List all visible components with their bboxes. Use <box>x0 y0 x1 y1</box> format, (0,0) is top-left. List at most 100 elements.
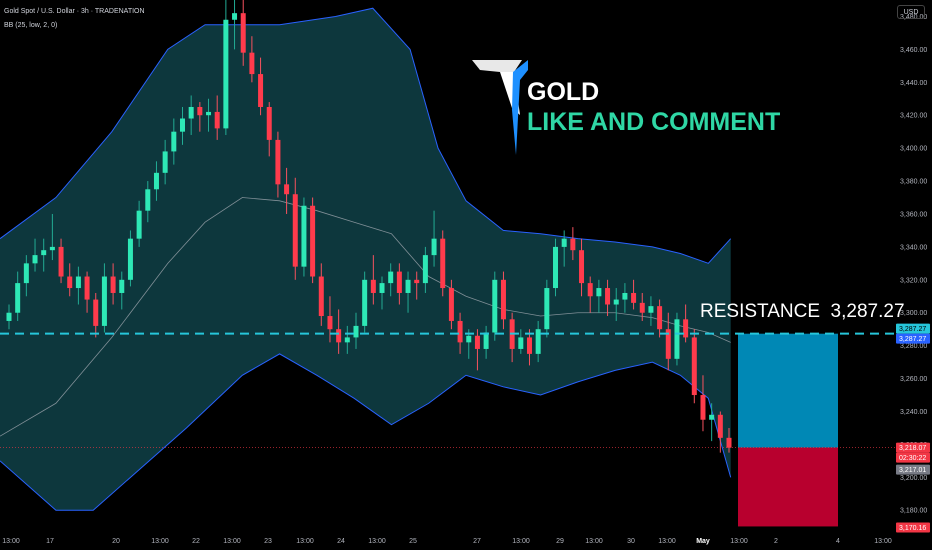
current-price-tag: 3,218.07 <box>899 445 926 452</box>
price-tick-label: 3,380.00 <box>900 179 927 186</box>
price-tick-label: 3,180.00 <box>900 508 927 515</box>
candle-body <box>353 325 359 338</box>
candle-body <box>318 276 324 317</box>
position-zones <box>0 332 895 527</box>
candle-body <box>258 74 264 107</box>
candle-body <box>127 238 133 280</box>
countdown-tag: 02:30:22 <box>899 455 926 462</box>
price-tick-label: 3,420.00 <box>900 113 927 120</box>
price-tick-label: 3,200.00 <box>900 475 927 482</box>
candle-body <box>223 19 229 129</box>
time-tick-label: 13:00 <box>730 538 748 545</box>
candle-body <box>171 131 177 152</box>
time-tick-label: 13:00 <box>2 538 20 545</box>
price-tick-label: 3,400.00 <box>900 146 927 153</box>
candle-body <box>613 299 619 305</box>
price-tick-label: 3,240.00 <box>900 409 927 416</box>
candle-body <box>414 279 420 284</box>
secondary-price-tag: 3,217.01 <box>899 467 926 474</box>
candle-body <box>648 306 654 313</box>
candle-body <box>700 395 706 420</box>
candle-body <box>726 437 732 448</box>
time-tick-label: 13:00 <box>368 538 386 545</box>
candle-body <box>266 106 272 140</box>
candle-body <box>665 329 671 359</box>
price-tick-label: 3,360.00 <box>900 211 927 218</box>
candle-body <box>561 238 567 247</box>
candle-body <box>197 106 203 116</box>
candle-body <box>587 283 593 297</box>
time-tick-label: 13:00 <box>874 538 892 545</box>
candle-body <box>327 316 333 330</box>
candle-body <box>49 246 55 251</box>
time-tick-label: 25 <box>409 538 417 545</box>
secondary-price-tag-bg <box>896 464 930 475</box>
time-tick-label: 4 <box>836 538 840 545</box>
candle-body <box>379 283 385 293</box>
bollinger-fill <box>0 8 731 511</box>
candle-body <box>101 276 107 326</box>
candle-body <box>119 279 125 293</box>
candle-body <box>110 276 116 293</box>
currency-button[interactable]: USD <box>897 5 925 19</box>
indicator-legend[interactable]: BB (25, low, 2, 0) <box>4 22 58 29</box>
candle-body <box>75 276 81 289</box>
price-tick-label: 3,480.00 <box>900 14 927 21</box>
candle-body <box>544 288 550 330</box>
candle-body <box>232 13 238 20</box>
candle-body <box>631 292 637 303</box>
candle-body <box>553 246 559 289</box>
candle-body <box>292 194 298 267</box>
candle-body <box>717 414 723 438</box>
target-zone <box>738 333 838 448</box>
candle-body <box>605 288 611 305</box>
candle-body <box>240 13 246 53</box>
time-tick-label: 22 <box>192 538 200 545</box>
candle-body <box>310 205 316 277</box>
candlesticks <box>6 0 732 453</box>
logo-shape-blue <box>512 60 528 155</box>
brand-logo-mark <box>472 60 528 155</box>
candle-body <box>440 238 446 289</box>
candle-body <box>483 332 489 349</box>
time-tick-label: 13:00 <box>658 538 676 545</box>
candle-body <box>214 111 220 129</box>
candle-body <box>526 337 532 354</box>
time-tick-label: 29 <box>556 538 564 545</box>
price-tick-label: 3,320.00 <box>900 277 927 284</box>
candle-body <box>431 238 437 256</box>
time-tick-label: 13:00 <box>296 538 314 545</box>
candle-body <box>466 335 472 343</box>
brand-subtitle: LIKE AND COMMENT <box>527 108 781 136</box>
candle-body <box>275 139 281 185</box>
candle-body <box>657 306 663 330</box>
candle-body <box>518 337 524 349</box>
stop-price-tag: 3,170.16 <box>899 525 926 532</box>
candle-body <box>41 250 47 256</box>
candle-body <box>145 189 151 211</box>
time-tick-label: 20 <box>112 538 120 545</box>
candle-body <box>206 111 212 116</box>
price-tick-label: 3,280.00 <box>900 343 927 350</box>
time-tick-label: 13:00 <box>223 538 241 545</box>
current-price-tag-bg <box>896 442 930 453</box>
candle-body <box>639 302 645 313</box>
symbol-title[interactable]: Gold Spot / U.S. Dollar · 3h · TRADENATI… <box>4 8 145 15</box>
time-tick-label: 17 <box>46 538 54 545</box>
bollinger-bands <box>0 7 732 511</box>
candle-body <box>58 246 64 277</box>
price-tick-label: 3,460.00 <box>900 47 927 54</box>
resistance-price-tag-2: 3,287.27 <box>899 336 926 343</box>
candle-body <box>474 335 480 349</box>
candle-body <box>457 320 463 343</box>
resistance-price-tag: 3,287.27 <box>899 326 926 333</box>
candle-body <box>691 337 697 396</box>
candle-body <box>683 319 689 338</box>
candle-body <box>674 319 680 359</box>
resistance-price-tag-2-bg <box>896 333 930 344</box>
time-tick-label: 13:00 <box>585 538 603 545</box>
candle-body <box>422 255 428 284</box>
time-tick-label: 24 <box>337 538 345 545</box>
candle-body <box>301 205 307 267</box>
